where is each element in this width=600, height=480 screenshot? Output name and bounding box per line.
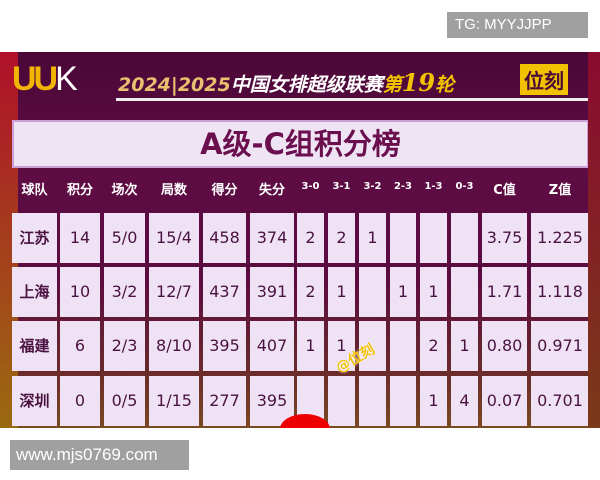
table-cell: 2: [297, 267, 324, 317]
table-cell: 4: [451, 376, 478, 426]
table-cell: 395: [203, 321, 246, 371]
table-cell: 0.971: [531, 321, 589, 371]
table-cell: [390, 376, 416, 426]
table-cell: 2/3: [104, 321, 145, 371]
table-cell: 277: [203, 376, 246, 426]
column-header: 局数: [160, 183, 187, 198]
table-cell: [451, 213, 478, 263]
column-header: 场次: [111, 183, 138, 198]
table-cell: 1/15: [149, 376, 199, 426]
table-cell: 6: [60, 321, 100, 371]
table-cell: 14: [60, 213, 100, 263]
table-cell: 8/10: [149, 321, 199, 371]
divider: [116, 98, 600, 101]
table-cell: 1: [359, 213, 386, 263]
table-title: A级-C组积分榜: [12, 120, 589, 168]
table-cell: 1: [328, 267, 355, 317]
team-name: 上海: [12, 267, 57, 317]
table-cell: 0: [60, 376, 100, 426]
team-name: 深圳: [12, 376, 57, 426]
table-cell: [359, 376, 386, 426]
table-cell: 391: [250, 267, 294, 317]
column-header: 2-3: [393, 181, 413, 192]
league-name: 中国女排超级联赛: [230, 74, 383, 96]
table-cell: 0.07: [482, 376, 527, 426]
table-cell: [390, 321, 416, 371]
column-header: 1-3: [424, 181, 443, 192]
table-cell: 2: [420, 321, 447, 371]
table-cell: 407: [250, 321, 294, 371]
table-cell: [328, 376, 355, 426]
table-cell: 1: [420, 376, 447, 426]
watermark-bottom: www.mjs0769.com: [10, 440, 189, 470]
table-cell: 3.75: [482, 213, 527, 263]
table-cell: 1.225: [531, 213, 589, 263]
table-cell: 1: [390, 267, 416, 317]
table-cell: 2: [297, 213, 324, 263]
table-cell: 2: [328, 213, 355, 263]
table-cell: 1: [297, 321, 324, 371]
brand-logo: 位刻: [520, 64, 568, 95]
table-cell: 458: [203, 213, 246, 263]
round-number: 19: [401, 68, 436, 97]
table-cell: 374: [250, 213, 294, 263]
uuk-logo: UUK: [12, 60, 78, 98]
table-cell: 10: [60, 267, 100, 317]
column-header: 积分: [66, 183, 93, 198]
table-cell: [451, 267, 478, 317]
table-cell: 437: [203, 267, 246, 317]
table-cell: [420, 213, 447, 263]
table-cell: [359, 321, 386, 371]
table-cell: [359, 267, 386, 317]
table-cell: 12/7: [149, 267, 199, 317]
team-name: 福建: [12, 321, 57, 371]
round-suffix: 轮: [435, 74, 455, 96]
table-cell: 3/2: [104, 267, 145, 317]
column-header: Z值: [548, 183, 572, 198]
table-cell: 1: [451, 321, 478, 371]
decoration: [280, 414, 330, 428]
column-header: 得分: [211, 183, 238, 198]
table-cell: 1: [328, 321, 355, 371]
column-header: 3-1: [332, 181, 351, 192]
column-header: 失分: [258, 183, 285, 198]
table-cell: 15/4: [149, 213, 199, 263]
column-header: C值: [493, 183, 516, 198]
table-cell: 1: [420, 267, 447, 317]
season: 2024|2025: [118, 74, 231, 96]
watermark-top: TG: MYYJJPP: [447, 12, 588, 38]
table-cell: 1.118: [531, 267, 589, 317]
column-header: 0-3: [455, 181, 474, 192]
round-prefix: 第: [382, 74, 402, 96]
table-cell: 1.71: [482, 267, 527, 317]
table-cell: 0.701: [531, 376, 589, 426]
column-header: 球队: [21, 183, 48, 198]
team-name: 江苏: [12, 213, 57, 263]
table-cell: 0.80: [482, 321, 527, 371]
table-cell: 0/5: [104, 376, 145, 426]
column-header: 3-0: [301, 181, 320, 192]
standings-poster: UUK 2024|2025中国女排超级联赛第19轮 位刻 A级-C组积分榜 球队…: [0, 52, 600, 428]
table-cell: [390, 213, 416, 263]
table-header: 球队 积分 场次 局数 得分 失分 3-0 3-1 3-2 2-3 1-3 0-3 C值 Z值: [0, 179, 600, 201]
headline: 2024|2025中国女排超级联赛第19轮: [118, 68, 454, 97]
column-header: 3-2: [363, 181, 382, 192]
table-cell: 5/0: [104, 213, 145, 263]
